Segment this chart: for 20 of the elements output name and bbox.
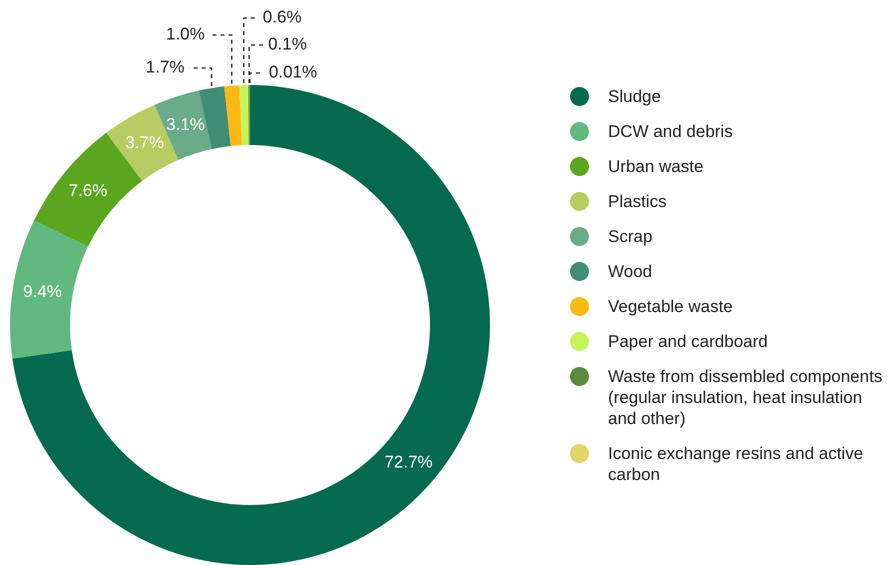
data-label: 7.6% (68, 181, 108, 200)
legend-label: Plastics (608, 191, 667, 212)
data-label: 1.0% (166, 24, 205, 44)
data-label: 0.01% (268, 62, 318, 82)
legend-label: Urban waste (608, 156, 704, 177)
legend-label: Sludge (608, 86, 661, 107)
data-label: 72.7% (384, 452, 433, 472)
data-label: 1.7% (146, 58, 185, 77)
data-label: 3.1% (166, 114, 205, 134)
legend-label: Waste from dissembled components (regular insulation, heat insulation and other) (608, 366, 884, 429)
data-label: 3.7% (125, 133, 164, 152)
data-label: 0.1% (268, 34, 307, 54)
legend-label: Wood (608, 261, 652, 282)
legend-label: Paper and cardboard (608, 331, 768, 352)
data-label: 9.4% (23, 282, 62, 302)
legend-label: DCW and debris (608, 121, 733, 142)
legend-label: Vegetable waste (608, 296, 733, 317)
legend-label: Iconic exchange resins and active carbon (608, 443, 864, 485)
legend-label: Scrap (608, 226, 652, 247)
data-label: 0.6% (262, 8, 302, 27)
